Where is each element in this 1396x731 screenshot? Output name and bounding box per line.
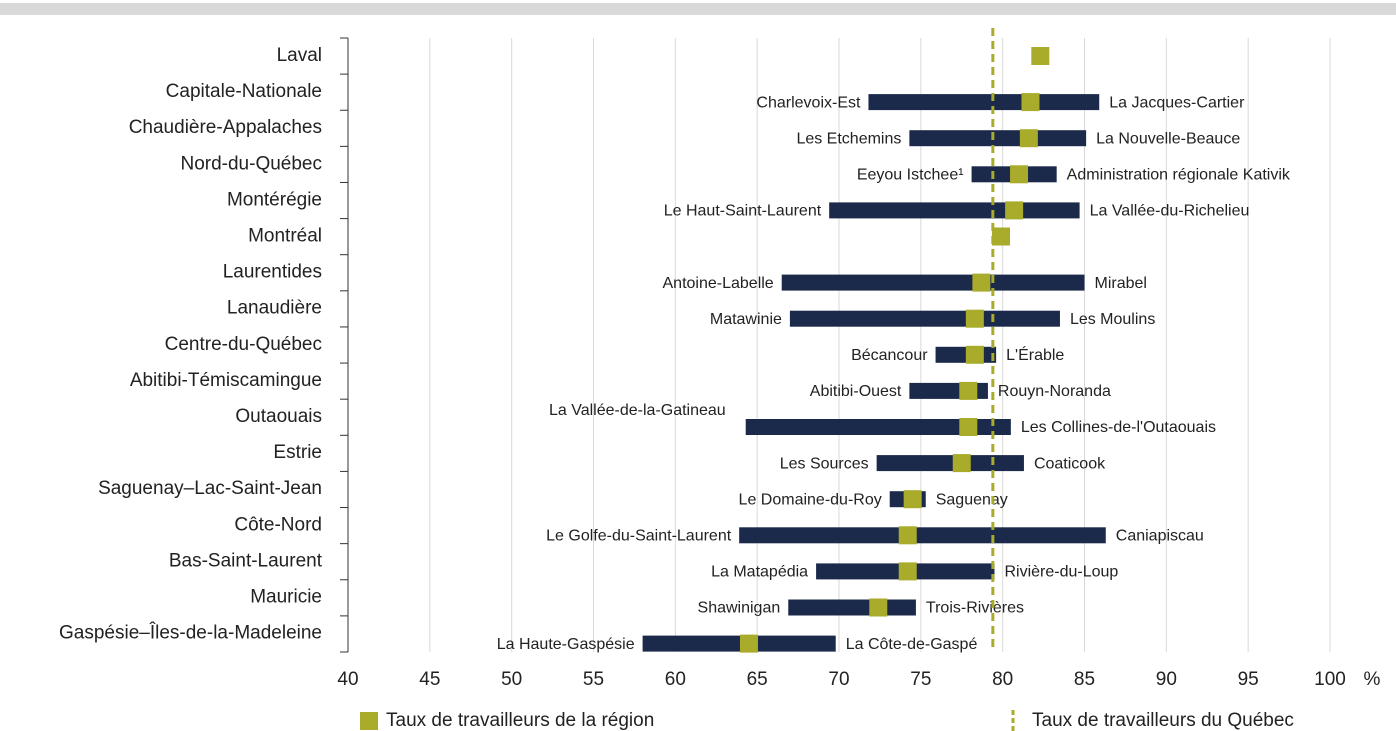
range-max-label: Mirabel: [1095, 275, 1147, 292]
x-tick-label: 50: [501, 669, 522, 690]
x-unit: %: [1364, 669, 1381, 690]
range-min-label: Le Golfe-du-Saint-Laurent: [546, 528, 732, 545]
region-marker: [959, 418, 978, 436]
range-min-label: Charlevoix-Est: [756, 94, 861, 111]
range-min-label: Abitibi-Ouest: [810, 383, 902, 400]
category-label: Montréal: [248, 226, 322, 247]
range-bar: [745, 419, 1011, 435]
range-max-label: La Vallée-du-Richelieu: [1090, 203, 1250, 220]
category-label: Outaouais: [235, 406, 322, 427]
range-max-label: Saguenay: [936, 491, 1008, 508]
range-bar: [739, 527, 1106, 544]
x-tick-label: 85: [1074, 669, 1095, 690]
x-tick-label: 95: [1238, 669, 1259, 690]
range-bar: [788, 599, 916, 616]
category-label: Gaspésie–Îles-de-la-Madeleine: [59, 622, 322, 644]
region-marker: [869, 598, 888, 617]
region-marker: [965, 309, 984, 328]
range-min-label: La Matapédia: [711, 564, 808, 581]
category-label: Capitale-Nationale: [166, 81, 322, 102]
region-marker: [992, 227, 1011, 246]
category-label: Abitibi-Témiscamingue: [130, 370, 322, 391]
range-max-label: Rouyn-Noranda: [998, 383, 1111, 400]
region-marker: [739, 634, 758, 653]
legend-swatch: [360, 712, 378, 730]
region-marker: [1019, 129, 1038, 148]
x-tick-label: 100: [1314, 669, 1346, 690]
range-min-label: Matawinie: [710, 311, 782, 328]
x-tick-label: 70: [828, 669, 849, 690]
x-tick-label: 65: [747, 669, 768, 690]
range-min-label: Shawinigan: [698, 600, 781, 617]
category-label: Chaudière-Appalaches: [129, 117, 322, 138]
region-marker: [1021, 93, 1040, 112]
range-max-label: Coaticook: [1034, 455, 1106, 472]
category-label: Estrie: [273, 442, 322, 463]
range-min-label: Eeyou Istchee¹: [857, 167, 964, 184]
region-marker: [1005, 201, 1024, 220]
range-max-label: La Côte-de-Gaspé: [846, 636, 978, 653]
range-max-label: Administration régionale Kativik: [1067, 167, 1291, 184]
range-max-label: La Jacques-Cartier: [1109, 94, 1245, 111]
category-label: Centre-du-Québec: [165, 334, 322, 355]
range-max-label: La Nouvelle-Beauce: [1096, 130, 1240, 147]
x-tick-label: 40: [337, 669, 358, 690]
region-marker: [898, 562, 917, 581]
range-bar: [876, 455, 1024, 472]
region-marker: [898, 526, 917, 545]
category-label: Laurentides: [223, 262, 322, 283]
range-max-label: Les Collines-de-l'Outaouais: [1021, 419, 1216, 436]
category-label: Laval: [277, 45, 322, 66]
x-tick-label: 60: [665, 669, 686, 690]
range-bar: [829, 202, 1080, 219]
range-max-label: Rivière-du-Loup: [1004, 564, 1118, 581]
range-min-label: Antoine-Labelle: [663, 275, 774, 292]
region-marker: [903, 490, 922, 509]
legend-label: Taux de travailleurs de la région: [386, 710, 654, 731]
range-bar: [868, 94, 1100, 111]
range-min-label: La Vallée-de-la-Gatineau: [549, 402, 726, 419]
range-max-label: Caniapiscau: [1116, 528, 1204, 545]
range-min-label: La Haute-Gaspésie: [497, 636, 635, 653]
top-band: [0, 3, 1396, 15]
range-min-label: Les Etchemins: [796, 130, 901, 147]
range-min-label: Bécancour: [851, 347, 928, 364]
region-marker: [1010, 165, 1029, 184]
x-tick-label: 55: [583, 669, 604, 690]
range-min-label: Le Haut-Saint-Laurent: [664, 203, 822, 220]
region-marker: [952, 454, 971, 473]
category-label: Bas-Saint-Laurent: [169, 550, 323, 571]
range-min-label: Les Sources: [780, 455, 869, 472]
x-tick-label: 45: [419, 669, 440, 690]
category-label: Côte-Nord: [234, 514, 322, 535]
x-tick-label: 90: [1156, 669, 1177, 690]
category-label: Mauricie: [250, 587, 322, 608]
x-tick-label: 75: [910, 669, 931, 690]
range-max-label: L'Érable: [1006, 345, 1064, 364]
legend-label: Taux de travailleurs du Québec: [1032, 710, 1294, 731]
range-bar: [642, 635, 836, 652]
range-min-label: Le Domaine-du-Roy: [739, 491, 882, 508]
range-bar: [909, 130, 1087, 147]
range-bar: [935, 346, 997, 363]
range-max-label: Trois-Rivières: [926, 600, 1024, 617]
region-marker: [972, 273, 991, 292]
region-marker: [965, 345, 984, 364]
region-marker: [1031, 47, 1050, 65]
category-label: Nord-du-Québec: [180, 153, 322, 174]
category-label: Lanaudière: [227, 298, 322, 319]
range-max-label: Les Moulins: [1070, 311, 1155, 328]
region-marker: [959, 381, 978, 400]
category-label: Montérégie: [227, 189, 322, 210]
x-tick-label: 80: [992, 669, 1013, 690]
range-bar: [781, 274, 1085, 291]
category-label: Saguenay–Lac-Saint-Jean: [98, 478, 322, 499]
range-bar: [789, 310, 1060, 327]
